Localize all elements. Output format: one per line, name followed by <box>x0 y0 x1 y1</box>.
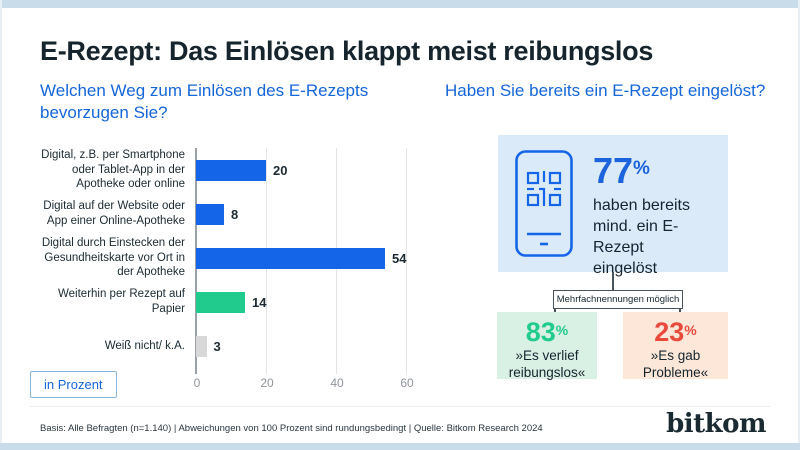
bar-row: Digital auf der Website oder App einer O… <box>30 192 430 236</box>
stat-unit: % <box>633 158 650 179</box>
x-ticks: 0 20 40 60 <box>30 376 430 392</box>
bar-track: 54 <box>196 247 407 269</box>
bar-track: 14 <box>196 291 267 313</box>
bar <box>196 159 266 181</box>
outcome-text-line: »Es verlief <box>515 347 579 363</box>
top-border-strip <box>0 0 800 8</box>
outcome-card-positive: 83% »Es verlief reibungslos« <box>497 312 597 382</box>
outcome-text: »Es verlief reibungslos« <box>497 348 597 382</box>
outcome-text-line: Probleme« <box>642 364 709 380</box>
right-chart-question: Haben Sie bereits ein E-Rezept eingelöst… <box>445 81 766 100</box>
right-border-strip <box>798 0 800 450</box>
bar-value-label: 14 <box>252 294 267 310</box>
stat-text-line: eingelöst <box>593 260 658 278</box>
outcome-text: »Es gab Probleme« <box>623 348 728 382</box>
bar <box>196 291 245 313</box>
stat-text-line: haben bereits <box>593 197 690 214</box>
outcome-number: 83 <box>525 317 556 347</box>
left-chart-question: Welchen Weg zum Einlösen des E-Rezepts b… <box>40 81 369 123</box>
bar-value-label: 8 <box>231 206 239 222</box>
bar-rows: Digital, z.B. per Smartphone oder Tablet… <box>30 148 430 368</box>
bar-category-label: Digital durch Einstecken der Gesundheits… <box>41 236 185 279</box>
outcome-unit: % <box>555 322 569 338</box>
multi-answer-note: Mehrfachnennungen möglich <box>553 290 683 309</box>
stat-value: 77 <box>593 150 634 191</box>
bar-category-label: Weiterhin per Rezept auf Papier <box>58 288 185 315</box>
bar-track: 3 <box>196 335 221 357</box>
outcome-value: 23% <box>623 317 728 348</box>
outcome-number: 23 <box>654 317 685 347</box>
bar-category-label: Digital, z.B. per Smartphone oder Tablet… <box>41 148 185 191</box>
bar-row: Weiterhin per Rezept auf Papier 14 <box>30 280 430 324</box>
x-tick-label: 0 <box>193 376 201 390</box>
bar-row: Weiß nicht/ k.A. 3 <box>30 324 430 368</box>
bar-category-label: Weiß nicht/ k.A. <box>104 339 185 352</box>
connector-stem-left <box>554 307 556 312</box>
bar-category-label: Digital auf der Website oder App einer O… <box>43 200 185 227</box>
footer-note: Basis: Alle Befragten (n=1.140) | Abweic… <box>40 423 543 434</box>
outcome-value: 83% <box>497 317 597 348</box>
bitkom-logo: bitkom <box>666 409 766 439</box>
unit-badge: in Prozent <box>30 371 117 398</box>
bar <box>196 203 224 225</box>
bar-chart: Digital, z.B. per Smartphone oder Tablet… <box>30 148 430 398</box>
left-border-strip <box>0 0 2 450</box>
connector-stem-center <box>612 272 614 290</box>
x-tick-label: 40 <box>330 376 344 390</box>
page-title: E-Rezept: Das Einlösen klappt meist reib… <box>40 36 654 66</box>
bar-row: Digital durch Einstecken der Gesundheits… <box>30 236 430 280</box>
bar-value-label: 20 <box>273 162 288 178</box>
phone-qr-icon <box>515 150 573 257</box>
outcome-text-line: »Es gab <box>650 347 701 363</box>
stat-card: 77% haben bereits mind. ein E-Rezept ein… <box>498 135 728 277</box>
stat-text-line: mind. ein E-Rezept <box>593 218 679 257</box>
bar-value-label: 54 <box>392 250 407 266</box>
x-tick-label: 20 <box>260 376 274 390</box>
outcome-unit: % <box>684 322 697 338</box>
bar-track: 8 <box>196 203 239 225</box>
outcome-card-negative: 23% »Es gab Probleme« <box>623 312 728 382</box>
outcome-text-line: reibungslos« <box>508 364 586 380</box>
bar-value-label: 3 <box>213 338 221 354</box>
stat-number: 77% <box>593 153 650 189</box>
connector-stem-right <box>679 307 681 312</box>
bar <box>196 335 207 357</box>
footer-divider <box>30 406 770 407</box>
bar <box>196 247 385 269</box>
bottom-border-strip <box>0 443 800 450</box>
bar-row: Digital, z.B. per Smartphone oder Tablet… <box>30 148 430 192</box>
bar-track: 20 <box>196 159 288 181</box>
x-tick-label: 60 <box>400 376 414 390</box>
gridline <box>406 148 407 374</box>
stat-text: haben bereits mind. ein E-Rezept eingelö… <box>593 195 728 279</box>
